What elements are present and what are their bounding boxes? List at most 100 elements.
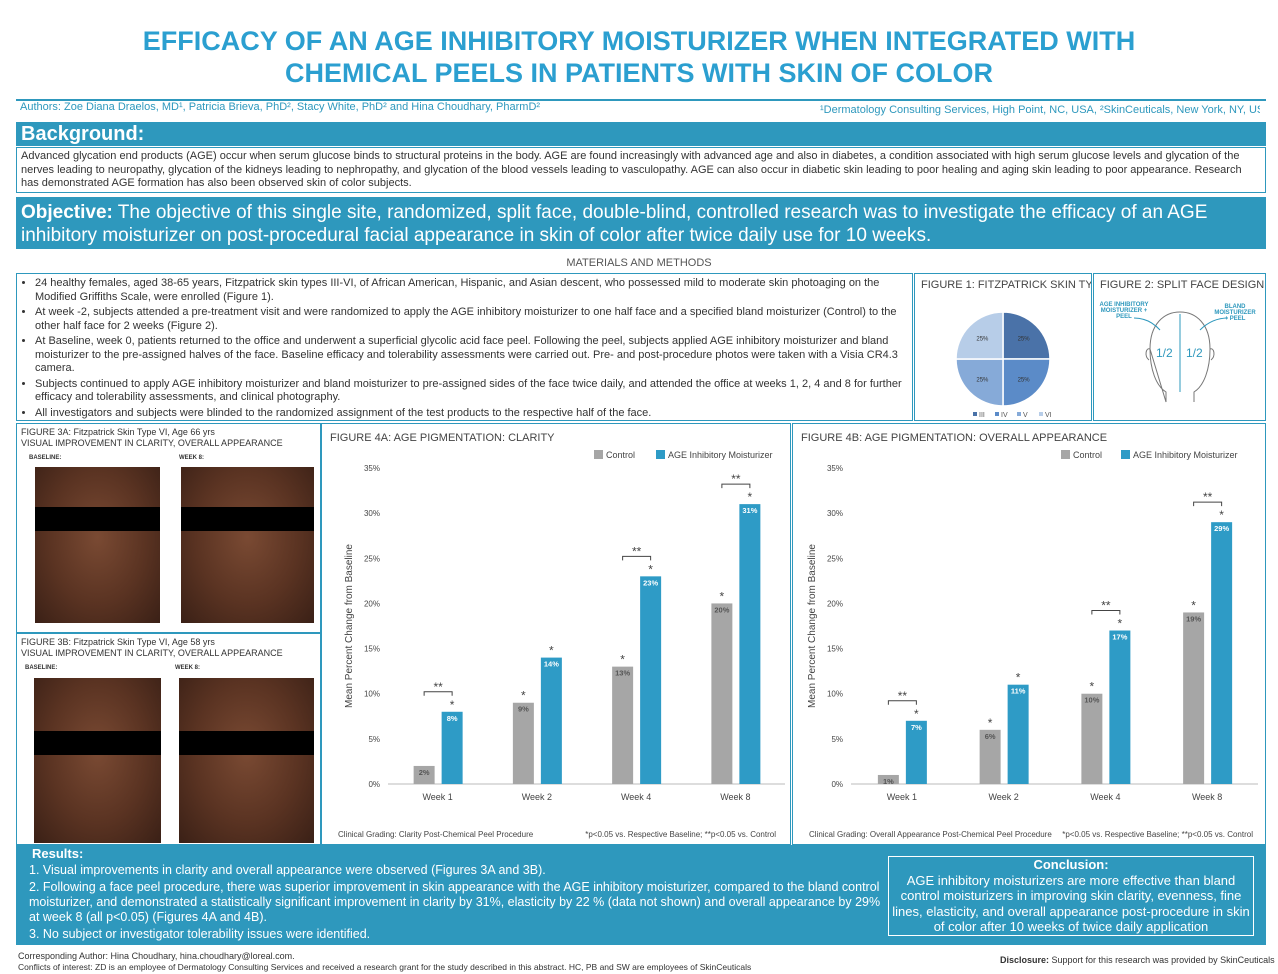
bar (413, 765, 435, 784)
bar (905, 720, 927, 784)
corresponding: Corresponding Author: Hina Choudhary, hi… (18, 951, 295, 961)
bar (441, 711, 463, 784)
value-label: 19% (1186, 614, 1201, 623)
bar (640, 576, 662, 784)
methods-box: 24 healthy females, aged 38-65 years, Fi… (16, 273, 913, 421)
value-label: 8% (447, 714, 458, 723)
legend-label: VI (1045, 412, 1052, 419)
y-tick-label: 20% (827, 599, 843, 608)
x-tick-label: Week 1 (422, 792, 452, 802)
ears (1145, 348, 1215, 361)
bar (739, 504, 761, 784)
figure3a-subtitle: VISUAL IMPROVEMENT IN CLARITY, OVERALL A… (21, 438, 283, 448)
significance-marker: * (720, 589, 725, 603)
disclosure: Disclosure: Support for this research wa… (1000, 955, 1275, 965)
significance-marker: * (1219, 508, 1224, 522)
value-label: 14% (544, 660, 559, 669)
y-tick-label: 0% (368, 780, 380, 789)
significance-marker: * (549, 644, 554, 658)
x-tick-label: Week 1 (887, 792, 917, 802)
results-list: 1. Visual improvements in clarity and ov… (29, 863, 881, 944)
y-tick-label: 15% (827, 645, 843, 654)
legend-swatch (1061, 450, 1070, 459)
chart-title: FIGURE 1: FITZPATRICK SKIN TYPE (921, 279, 1091, 291)
significance-marker: * (1118, 617, 1123, 631)
split-face-diagram (1133, 311, 1229, 403)
pie-slice (1002, 358, 1051, 407)
legend-label: V (1023, 412, 1028, 419)
figure2-panel: FIGURE 2: SPLIT FACE DESIGN AGE INHIBITO… (1093, 273, 1266, 421)
x-tick-label: Week 4 (1090, 792, 1120, 802)
photo (35, 467, 160, 623)
photo-label: BASELINE: (25, 665, 58, 671)
figure1-panel: FIGURE 1: FITZPATRICK SKIN TYPE 25% 25% 25%… (914, 273, 1107, 421)
method-bullet: At week -2, subjects attended a pre-trea… (35, 306, 908, 333)
value-label: 10% (1084, 696, 1099, 705)
legend-label: Control (606, 450, 635, 460)
authors: Authors: Zoe Diana Draelos, MD¹, Patrici… (20, 101, 541, 113)
comparison-bracket (1193, 501, 1223, 507)
significance-marker: * (748, 490, 753, 504)
result-item: 2. Following a face peel procedure, ther… (29, 880, 881, 924)
y-tick-label: 5% (368, 735, 380, 744)
method-bullet: 24 healthy females, aged 38-65 years, Fi… (35, 277, 908, 304)
title-line: CHEMICAL PEELS IN PATIENTS WITH SKIN OF … (284, 58, 993, 88)
slice-label: 25% (976, 378, 989, 384)
background-text: Advanced glycation end products (AGE) oc… (16, 147, 1266, 193)
value-label: 17% (1112, 633, 1127, 642)
value-label: 11% (1011, 687, 1026, 696)
chart-footnote: *p<0.05 vs. Respective Baseline; **p<0.0… (1062, 830, 1253, 839)
photo (34, 678, 161, 843)
significance-marker: * (450, 698, 455, 712)
y-tick-label: 30% (364, 509, 380, 518)
bar (1007, 684, 1029, 784)
x-tick-label: Week 8 (720, 792, 750, 802)
value-label: 29% (1214, 524, 1229, 533)
bar (512, 702, 534, 784)
x-tick-label: Week 2 (988, 792, 1018, 802)
objective-text: The objective of this single site, rando… (21, 202, 1208, 246)
legend-label: III (979, 412, 985, 419)
method-bullet: Subjects continued to apply AGE inhibito… (35, 378, 908, 405)
y-tick-label: 5% (831, 735, 843, 744)
title-line: EFFICACY OF AN AGE INHIBITORY MOISTURIZE… (142, 26, 1136, 56)
significance-marker: * (988, 716, 993, 730)
legend-swatch (1039, 412, 1043, 416)
figure3b-subtitle: VISUAL IMPROVEMENT IN CLARITY, OVERALL A… (21, 648, 283, 658)
legend-swatch (973, 412, 977, 416)
photo (179, 678, 314, 843)
affiliations: ¹Dermatology Consulting Services, High P… (820, 104, 1260, 116)
results-heading: Results: (32, 846, 84, 861)
pie-chart: FIGURE 1: FITZPATRICK SKIN TYPE 25% 25% 25%… (921, 279, 1107, 419)
conclusion-text: AGE inhibitory moisturizers are more eff… (892, 872, 1250, 935)
figure3a-title: FIGURE 3A: Fitzpatrick Skin Type VI, Age… (21, 427, 215, 437)
comparison-bracket (423, 691, 453, 696)
pie-slice (955, 311, 1004, 360)
significance-marker: * (1016, 671, 1021, 685)
legend-label: Control (1073, 450, 1102, 460)
conclusion-box: Conclusion: AGE inhibitory moisturizers … (888, 856, 1254, 936)
comparison-marker: ** (731, 472, 741, 486)
x-tick-label: Week 8 (1192, 792, 1222, 802)
pie-slice (955, 358, 1004, 407)
methods-list: 24 healthy females, aged 38-65 years, Fi… (21, 277, 908, 420)
y-tick-label: 20% (364, 599, 380, 608)
bar (877, 774, 899, 784)
objective-label: Objective: (21, 202, 113, 223)
value-label: 1% (883, 777, 894, 786)
y-tick-label: 35% (827, 464, 843, 473)
conclusion-heading: Conclusion: (1033, 857, 1109, 872)
comparison-marker: ** (632, 544, 642, 558)
bar (1211, 522, 1233, 784)
y-tick-label: 30% (827, 509, 843, 518)
comparison-marker: ** (898, 689, 908, 703)
methods-heading: MATERIALS AND METHODS (566, 257, 712, 269)
comparison-marker: ** (433, 680, 443, 694)
y-tick-label: 10% (827, 690, 843, 699)
slice-label: 25% (1018, 378, 1031, 384)
chart-title: FIGURE 4B: AGE PIGMENTATION: OVERALL APP… (801, 432, 1107, 444)
significance-marker: * (1090, 680, 1095, 694)
head-outline (1149, 311, 1211, 403)
slice-label: 25% (1018, 336, 1031, 342)
